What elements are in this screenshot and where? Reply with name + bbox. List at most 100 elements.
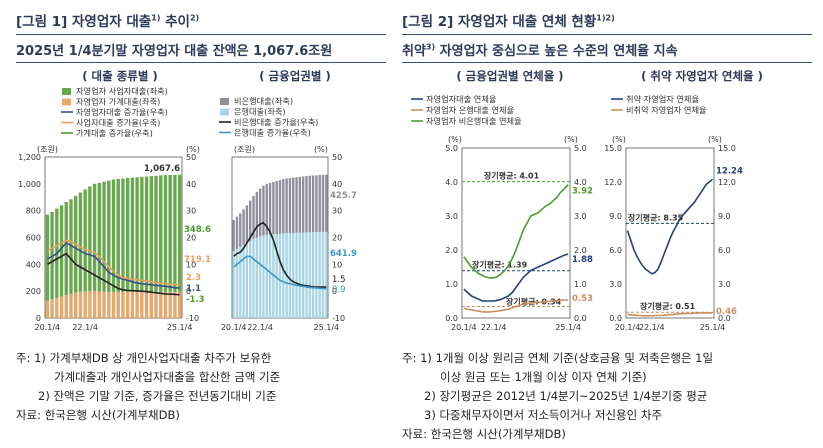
chart3-label-bank: 0.53: [572, 294, 593, 304]
chart1-bar-household-11: [97, 291, 102, 318]
chart1-bar-business-23: [154, 175, 158, 292]
chart1-xtick-2: 25.1/4: [167, 323, 193, 332]
chart3-ytick-5: 5.0: [445, 144, 458, 153]
chart2-bar-bank-14: [278, 233, 282, 318]
chart2-label-nonbank: 425.7: [330, 191, 357, 201]
chart1-ytick-5: 1,000: [18, 180, 41, 189]
chart2-bar-nonbank-23: [308, 175, 311, 233]
chart2-bar-nonbank-9: [262, 185, 265, 236]
chart1-bar-business-12: [102, 181, 106, 292]
chart2-bar-bank-17: [288, 233, 292, 318]
chart2-bar-bank-22: [305, 232, 308, 318]
chart3-line-0: [463, 253, 569, 302]
chart1-bar-household-17: [125, 291, 130, 318]
chart2-label-nonbank-rate: 1.5: [332, 275, 346, 285]
chart4-ytick-4: 12.0: [604, 178, 622, 187]
chart2-bar-nonbank-15: [282, 179, 285, 234]
chart4-ytick-2: 6.0: [609, 246, 622, 255]
panel-label-loan-type: ( 대출 종류별 ): [82, 69, 158, 83]
chart2-bar-nonbank-5: [249, 200, 252, 241]
chart3-line-2: [463, 184, 569, 279]
left-note-3: 2) 잔액은 기말 기준, 증가율은 전년동기대비 기준: [38, 389, 277, 403]
chart2-y2tick-4: 30: [332, 207, 342, 216]
chart2-bar-nonbank-14: [278, 180, 282, 234]
chart2-legend-3-label: 은행대출 증가율(우축): [234, 128, 311, 138]
chart2-bar-bank-26: [318, 231, 321, 318]
chart4-y2tick-2: 6.0: [718, 246, 731, 255]
chart3-line-1: [463, 299, 569, 313]
chart1-bar-business-5: [69, 199, 73, 294]
chart1-xtick-0: 20.1/4: [35, 323, 61, 332]
chart1-bar-household-20: [140, 291, 144, 318]
chart1-bar-business-22: [149, 176, 153, 292]
chart1-bar-household-2: [55, 297, 59, 318]
chart3-ytick-3: 3.0: [445, 212, 458, 221]
chart2-xtick-2: 25.1/4: [314, 323, 340, 332]
chart2-bar-nonbank-4: [245, 205, 249, 243]
chart4-ytick-5: 15.0: [604, 144, 622, 153]
chart1-bar-household-6: [74, 292, 78, 318]
chart2-legend-2-label: 비은행대출 증가율(우축): [234, 117, 318, 127]
chart4-legend-0-label: 취약 자영업자 연체율: [626, 94, 699, 104]
chart2-bar-nonbank-12: [272, 181, 275, 235]
chart2-bar-bank-4: [245, 242, 249, 318]
right-title-rule: [402, 34, 812, 35]
chart4-xtick-0: 20.1/4: [615, 323, 641, 332]
chart2-bar-nonbank-20: [298, 176, 302, 233]
chart2-bar-bank-11: [268, 234, 272, 318]
left-title-rule: [16, 34, 386, 35]
chart1-bar-household-3: [59, 296, 64, 318]
chart1-bar-household-21: [144, 291, 149, 318]
chart2-bar-bank-1: [235, 248, 239, 318]
chart4-ytick-0: 0.0: [609, 314, 622, 323]
chart2-bar-nonbank-18: [292, 177, 295, 233]
chart2-bar-nonbank-22: [305, 176, 308, 233]
chart2-bar-nonbank-0: [232, 220, 235, 251]
chart2-label-bank-rate: 0.9: [332, 285, 346, 295]
chart4-ref-label-1: 장기평균: 0.51: [640, 301, 696, 311]
chart2-bar-nonbank-25: [315, 175, 318, 233]
chart4-y2label: (%): [708, 135, 722, 144]
chart1-bar-household-23: [154, 291, 158, 318]
chart2-y2tick-5: 40: [332, 180, 342, 189]
chart2-bar-bank-3: [242, 244, 245, 318]
chart2-y2tick-2: 10: [332, 260, 342, 269]
chart3-y2label: (%): [564, 135, 578, 144]
chart3-legend-2-label: 자영업자 비은행대출 연체율: [426, 116, 522, 126]
chart1-label-household: 348.6: [184, 225, 211, 235]
chart3-label-total: 1.88: [572, 255, 593, 265]
chart3-y2tick-1: 1.0: [574, 280, 587, 289]
chart1-label-rate-hh: -1.3: [186, 295, 205, 305]
chart2-bar-bank-18: [292, 232, 295, 318]
chart1-y2tick-6: 50: [186, 153, 196, 162]
chart1-legend-2-label: 자영업자대출 증가율(우축): [76, 107, 168, 117]
chart1-bar-business-8: [83, 189, 87, 292]
chart3-y2tick-3: 3.0: [574, 212, 587, 221]
chart1-bar-household-8: [83, 291, 87, 318]
chart2-y2tick-3: 20: [332, 234, 342, 243]
chart1-bar-household-15: [116, 291, 120, 318]
chart2-bar-nonbank-21: [301, 176, 305, 233]
left-figure-title: [그림 1] 자영업자 대출1) 추이2): [16, 13, 200, 31]
chart1-bar-business-9: [88, 186, 92, 292]
chart4-line-vulnerable: [626, 178, 714, 275]
chart2-bar-bank-27: [321, 231, 325, 318]
chart1-line-0: [47, 242, 180, 289]
chart2-bar-nonbank-24: [311, 175, 315, 233]
chart1-y2tick-0: -10: [186, 314, 199, 323]
chart2-xtick-0: 20.1/4: [221, 323, 247, 332]
chart3-ytick-1: 1.0: [445, 280, 458, 289]
chart3-ytick-2: 2.0: [445, 246, 458, 255]
chart1-y2tick-1: 0: [186, 287, 191, 296]
chart1-line-1: [47, 239, 180, 286]
chart2-bar-nonbank-2: [239, 213, 242, 247]
panel-label-delinquency-sector: ( 금융업권별 연체율 ): [456, 69, 564, 83]
chart2-bar-bank-12: [272, 234, 275, 318]
chart1-bar-business-24: [159, 175, 163, 292]
chart4-ytick-3: 9.0: [609, 212, 622, 221]
chart1-bar-household-0: [45, 300, 50, 318]
chart2-bar-nonbank-16: [285, 178, 288, 234]
chart2-bar-bank-25: [315, 232, 318, 318]
chart1-bar-household-27: [173, 291, 177, 318]
chart1-bar-business-7: [78, 192, 83, 292]
